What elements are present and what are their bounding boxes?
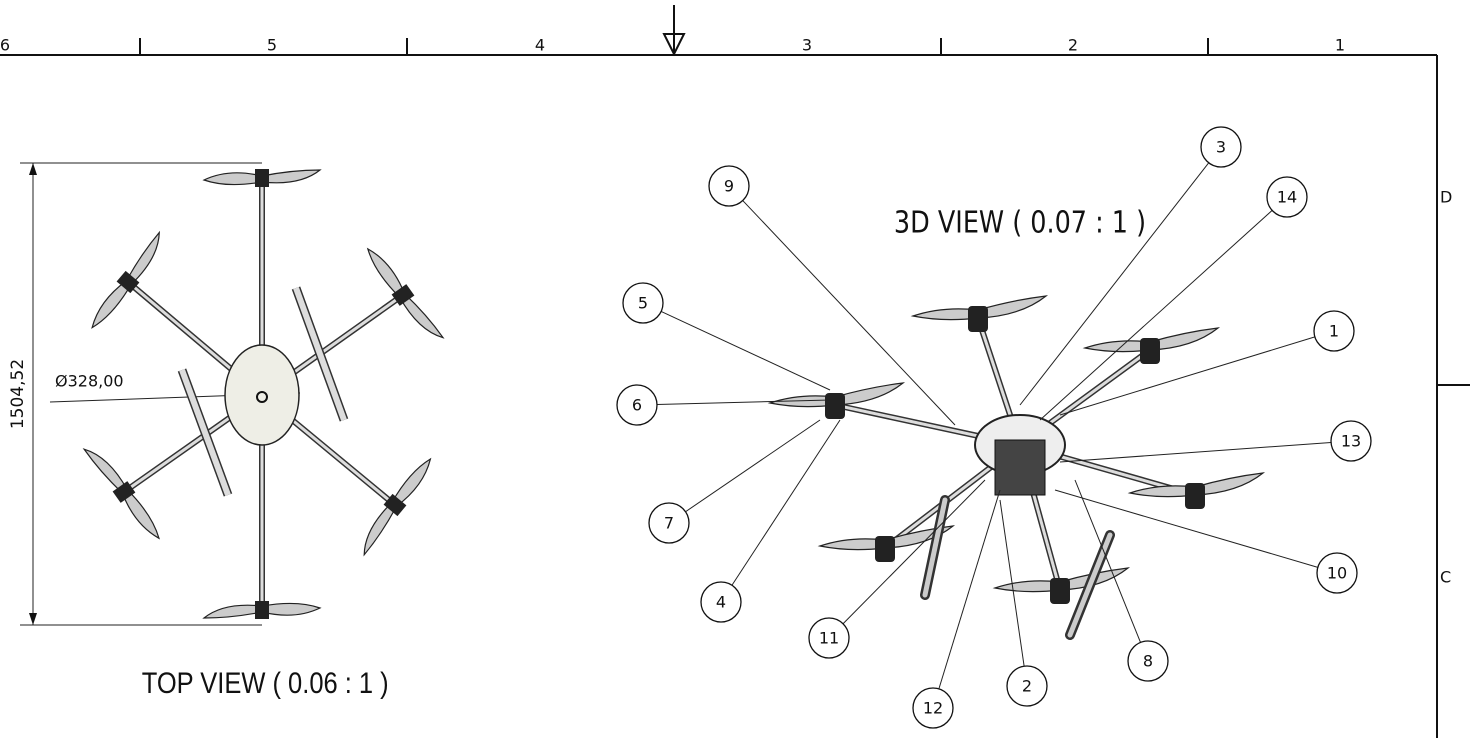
balloon-label: 5 xyxy=(638,294,648,313)
balloon-label: 12 xyxy=(923,699,943,718)
3d-view: 3D VIEW ( 0.07 : 1 ) 9 3 14 5 1 6 13 7 10 4 11 8 2 12 xyxy=(617,127,1371,728)
top-view: 1504,52 Ø328,00 TOP VIEW ( 0.06 : 1 ) xyxy=(8,163,443,699)
balloon-label: 10 xyxy=(1327,564,1347,583)
leader-line xyxy=(686,420,820,512)
balloon-label: 4 xyxy=(716,593,726,612)
zone-column-label: 2 xyxy=(1068,36,1078,55)
leader-line xyxy=(939,490,1000,689)
zone-column-label: 4 xyxy=(535,36,545,55)
leader-line xyxy=(1040,210,1272,420)
top-view-title: TOP VIEW ( 0.06 : 1 ) xyxy=(142,666,389,699)
motor xyxy=(825,393,845,419)
leader-line xyxy=(732,420,840,585)
leader-line xyxy=(1060,442,1331,462)
balloon-label: 1 xyxy=(1329,322,1339,341)
motor xyxy=(255,601,269,619)
height-dimension: 1504,52 xyxy=(8,359,28,429)
motor xyxy=(1140,338,1160,364)
landing-gear-core xyxy=(296,288,344,420)
balloon-label: 11 xyxy=(819,629,839,648)
zone-row-label: D xyxy=(1440,188,1452,207)
balloon-label: 3 xyxy=(1216,138,1226,157)
motor xyxy=(968,306,988,332)
zone-row-label: C xyxy=(1440,568,1451,587)
zone-column-label: 5 xyxy=(267,36,277,55)
balloon-label: 8 xyxy=(1143,652,1153,671)
zone-column-label: 6 xyxy=(0,36,10,55)
balloon-label: 14 xyxy=(1277,188,1297,207)
balloon-label: 6 xyxy=(632,396,642,415)
balloon-label: 13 xyxy=(1341,432,1361,451)
zone-column-label: 1 xyxy=(1335,36,1345,55)
sheet-border xyxy=(0,5,1470,738)
motor xyxy=(875,536,895,562)
balloon-label: 9 xyxy=(724,177,734,196)
motor xyxy=(1050,578,1070,604)
leader-line xyxy=(843,480,985,624)
balloon-label: 7 xyxy=(664,514,674,533)
motor xyxy=(255,169,269,187)
landing-gear-core xyxy=(182,370,228,495)
balloon-label: 2 xyxy=(1022,677,1032,696)
drawing-sheet: 1504,52 Ø328,00 TOP VIEW ( 0.06 : 1 ) 3D… xyxy=(0,0,1470,738)
diameter-dimension: Ø328,00 xyxy=(55,372,124,391)
zone-column-label: 3 xyxy=(802,36,812,55)
leader-line xyxy=(1020,163,1209,405)
leader-line xyxy=(661,311,830,390)
leader-line xyxy=(1075,480,1141,642)
3d-view-title: 3D VIEW ( 0.07 : 1 ) xyxy=(894,205,1146,241)
motor xyxy=(1185,483,1205,509)
